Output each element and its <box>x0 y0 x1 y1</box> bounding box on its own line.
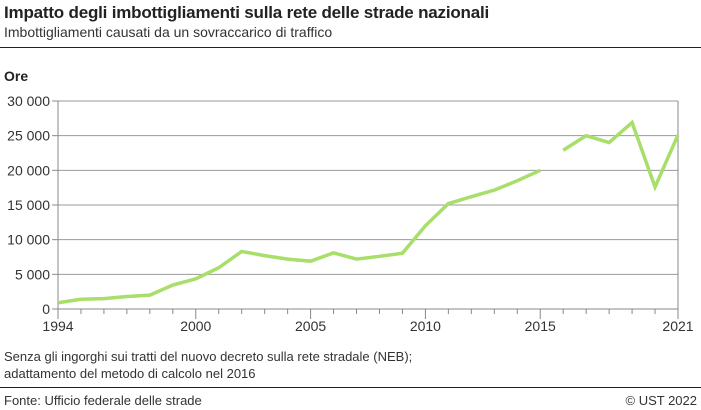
footnote-line-2: adattamento del metodo di calcolo nel 20… <box>4 366 256 381</box>
x-tick-label: 2000 <box>180 318 211 334</box>
y-tick-label: 25 000 <box>7 128 50 144</box>
y-tick-label: 15 000 <box>7 197 50 213</box>
source: Fonte: Ufficio federale delle strade <box>4 393 202 408</box>
x-tick-label: 1994 <box>42 318 73 334</box>
header-divider <box>0 47 701 48</box>
series-line <box>57 168 541 305</box>
series-line <box>562 119 680 192</box>
x-tick-label: 2021 <box>662 318 693 334</box>
x-tick-label: 2010 <box>410 318 441 334</box>
line-chart: 0 5 000 10 000 15 000 20 000 25 000 30 000 1994… <box>7 93 694 334</box>
footnote-line-1: Senza gli ingorghi sui tratti del nuovo … <box>4 349 413 364</box>
copyright: © UST 2022 <box>625 393 698 408</box>
y-tick-label: 30 000 <box>7 93 50 109</box>
chart-subtitle: Imbottigliamenti causati da un sovraccar… <box>4 24 333 40</box>
x-tick-label: 2005 <box>295 318 326 334</box>
y-axis-label: Ore <box>4 68 29 84</box>
y-tick-label: 0 <box>42 301 50 317</box>
chart-title: Impatto degli imbottigliamenti sulla ret… <box>4 3 490 22</box>
x-tick-label: 2015 <box>525 318 556 334</box>
footer-divider <box>0 387 701 388</box>
y-tick-label: 10 000 <box>7 232 50 248</box>
y-tick-label: 5 000 <box>15 266 50 282</box>
y-tick-label: 20 000 <box>7 162 50 178</box>
